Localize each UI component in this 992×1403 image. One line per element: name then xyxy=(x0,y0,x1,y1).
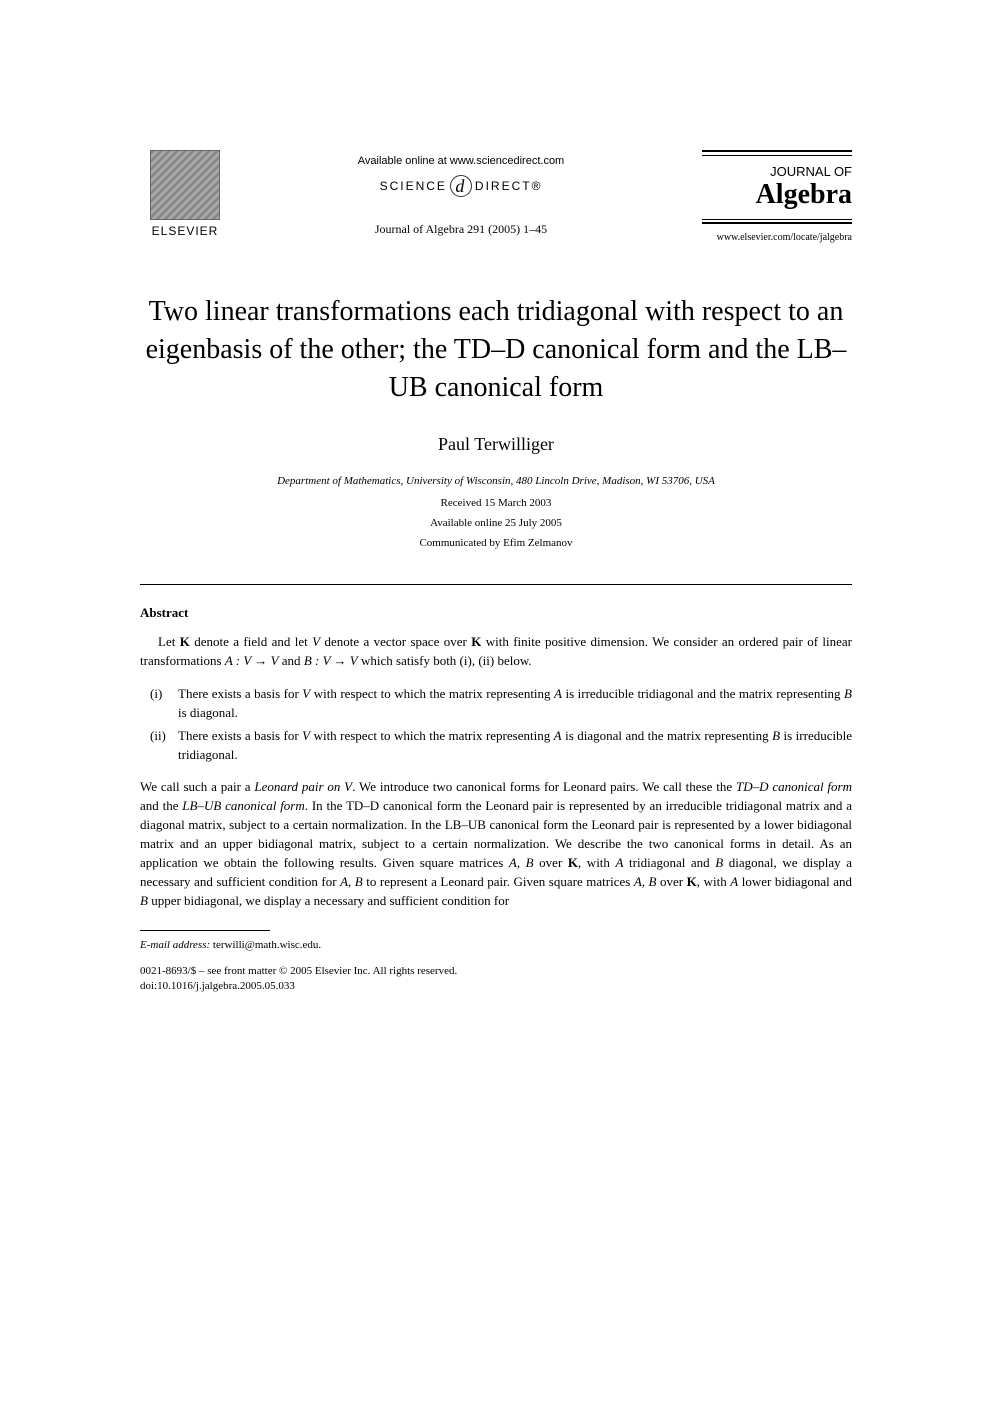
page-container: ELSEVIER Available online at www.science… xyxy=(0,0,992,1052)
brand-line xyxy=(702,155,852,156)
text: Let xyxy=(158,634,180,649)
math-b: B xyxy=(772,728,780,743)
sciencedirect-icon: d xyxy=(450,175,472,197)
text: over xyxy=(534,855,568,870)
math-ab: A, B xyxy=(634,874,657,889)
text: denote a field and let xyxy=(190,634,312,649)
doi-line: doi:10.1016/j.jalgebra.2005.05.033 xyxy=(140,980,852,992)
brand-line xyxy=(702,150,852,152)
text: and xyxy=(279,653,304,668)
math-k: K xyxy=(568,855,578,870)
center-header: Available online at www.sciencedirect.co… xyxy=(230,150,692,237)
article-title: Two linear transformations each tridiago… xyxy=(140,293,852,406)
math-b: B xyxy=(844,686,852,701)
math-k: K xyxy=(180,634,190,649)
elsevier-label: ELSEVIER xyxy=(152,224,219,238)
text: , with xyxy=(697,874,730,889)
list-item-1: (i) There exists a basis for V with resp… xyxy=(150,685,852,723)
abstract-paragraph-2: We call such a pair a Leonard pair on V.… xyxy=(140,778,852,910)
lbub-term: LB–UB canonical form xyxy=(182,798,304,813)
section-divider xyxy=(140,584,852,585)
abstract-heading: Abstract xyxy=(140,605,852,621)
text: There exists a basis for xyxy=(178,728,302,743)
email-label: E-mail address: xyxy=(140,939,210,951)
tdd-term: TD–D canonical form xyxy=(736,779,852,794)
journal-of-label: JOURNAL OF xyxy=(770,164,852,179)
text: , with xyxy=(578,855,616,870)
copyright-line: 0021-8693/$ – see front matter © 2005 El… xyxy=(140,965,852,977)
journal-brand: JOURNAL OF Algebra www.elsevier.com/loca… xyxy=(692,150,852,243)
math-ab: A, B xyxy=(340,874,363,889)
journal-reference: Journal of Algebra 291 (2005) 1–45 xyxy=(375,222,547,237)
math-v: V xyxy=(302,728,310,743)
text: is diagonal and the matrix representing xyxy=(562,728,773,743)
elsevier-logo: ELSEVIER xyxy=(140,150,230,238)
text: lower bidiagonal and xyxy=(738,874,852,889)
text: tridiagonal and xyxy=(623,855,715,870)
text: There exists a basis for xyxy=(178,686,302,701)
list-marker: (i) xyxy=(150,685,162,704)
brand-line xyxy=(702,219,852,220)
text: and the xyxy=(140,798,182,813)
text: which satisfy both (i), (ii) below. xyxy=(358,653,532,668)
math-b: B xyxy=(140,893,148,908)
text: . We introduce two canonical forms for L… xyxy=(352,779,736,794)
available-online-text: Available online at www.sciencedirect.co… xyxy=(358,155,564,167)
text: over xyxy=(657,874,687,889)
math-a: A xyxy=(554,686,562,701)
text: denote a vector space over xyxy=(320,634,471,649)
text: with respect to which the matrix represe… xyxy=(310,728,554,743)
journal-url: www.elsevier.com/locate/jalgebra xyxy=(717,232,852,243)
list-item-2: (ii) There exists a basis for V with res… xyxy=(150,727,852,765)
math-b: B : V → V xyxy=(304,653,358,668)
text: upper bidiagonal, we display a necessary… xyxy=(148,893,509,908)
text: We call such a pair a xyxy=(140,779,254,794)
science-direct-logo: SCIENCE d DIRECT® xyxy=(380,175,543,197)
affiliation: Department of Mathematics, University of… xyxy=(140,475,852,487)
email-address: terwilli@math.wisc.edu. xyxy=(210,939,321,951)
received-date: Received 15 March 2003 xyxy=(140,497,852,509)
math-v: V xyxy=(312,634,320,649)
elsevier-tree-icon xyxy=(150,150,220,220)
abstract-paragraph-1: Let K denote a field and let V denote a … xyxy=(140,633,852,671)
science-post: DIRECT® xyxy=(475,179,543,193)
text: with respect to which the matrix represe… xyxy=(310,686,554,701)
header-row: ELSEVIER Available online at www.science… xyxy=(140,150,852,243)
list-marker: (ii) xyxy=(150,727,166,746)
math-ab: A, B xyxy=(509,855,534,870)
math-a: A xyxy=(730,874,738,889)
text: is diagonal. xyxy=(178,705,238,720)
text: to represent a Leonard pair. Given squar… xyxy=(363,874,634,889)
math-k: K xyxy=(687,874,697,889)
communicated-by: Communicated by Efim Zelmanov xyxy=(140,537,852,549)
footnote-divider xyxy=(140,930,270,931)
email-line: E-mail address: terwilli@math.wisc.edu. xyxy=(140,939,852,951)
math-a: A : V → V xyxy=(225,653,279,668)
science-pre: SCIENCE xyxy=(380,179,447,193)
abstract-list: (i) There exists a basis for V with resp… xyxy=(150,685,852,764)
text: is irreducible tridiagonal and the matri… xyxy=(562,686,844,701)
algebra-title: Algebra xyxy=(756,179,852,211)
leonard-pair-term: Leonard pair on V xyxy=(254,779,352,794)
math-k: K xyxy=(471,634,481,649)
author-name: Paul Terwilliger xyxy=(140,434,852,455)
available-date: Available online 25 July 2005 xyxy=(140,517,852,529)
math-a: A xyxy=(554,728,562,743)
math-b: B xyxy=(715,855,723,870)
brand-line xyxy=(702,222,852,224)
